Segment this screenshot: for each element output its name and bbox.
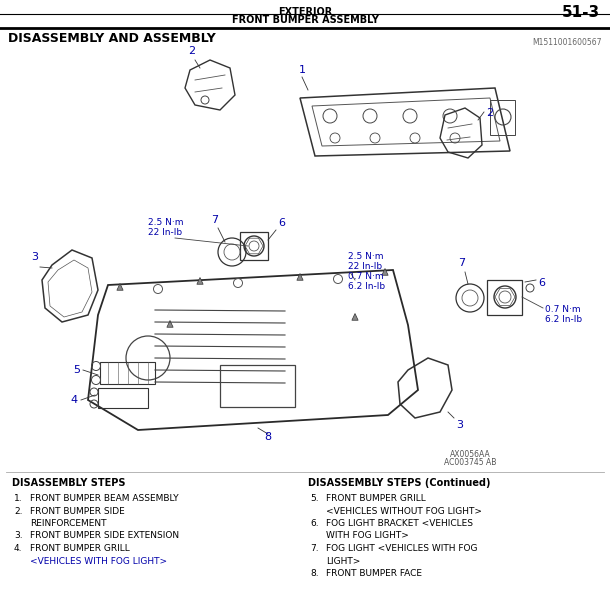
Text: 6.: 6. bbox=[310, 519, 318, 528]
Text: 5.: 5. bbox=[310, 494, 318, 503]
Polygon shape bbox=[117, 283, 123, 290]
Text: 8: 8 bbox=[265, 432, 271, 442]
Text: 51-3: 51-3 bbox=[562, 5, 600, 20]
Text: 7: 7 bbox=[459, 258, 465, 268]
Text: DISASSEMBLY STEPS: DISASSEMBLY STEPS bbox=[12, 478, 126, 488]
Text: 5: 5 bbox=[73, 365, 80, 375]
Text: 6.2 In-lb: 6.2 In-lb bbox=[545, 315, 582, 324]
Text: 8.: 8. bbox=[310, 569, 318, 578]
Text: 2.5 N·m: 2.5 N·m bbox=[148, 218, 184, 227]
Text: EXTERIOR: EXTERIOR bbox=[278, 7, 332, 17]
Text: 1: 1 bbox=[298, 65, 306, 75]
Text: 2.5 N·m: 2.5 N·m bbox=[348, 252, 384, 261]
Text: 7: 7 bbox=[212, 215, 218, 225]
Bar bbox=[490, 100, 515, 135]
Text: <VEHICLES WITH FOG LIGHT>: <VEHICLES WITH FOG LIGHT> bbox=[30, 556, 167, 565]
Text: DISASSEMBLY AND ASSEMBLY: DISASSEMBLY AND ASSEMBLY bbox=[8, 32, 216, 45]
Polygon shape bbox=[297, 274, 303, 280]
Text: 0.7 N·m: 0.7 N·m bbox=[545, 305, 581, 314]
Text: FRONT BUMPER ASSEMBLY: FRONT BUMPER ASSEMBLY bbox=[232, 15, 378, 25]
Text: 3: 3 bbox=[31, 252, 38, 262]
Text: DISASSEMBLY STEPS (Continued): DISASSEMBLY STEPS (Continued) bbox=[308, 478, 490, 488]
Bar bbox=[220, 365, 295, 407]
Text: 3.: 3. bbox=[14, 531, 23, 540]
Text: 3: 3 bbox=[456, 420, 463, 430]
Bar bbox=[487, 280, 522, 315]
Polygon shape bbox=[197, 277, 203, 284]
Text: 4.: 4. bbox=[14, 544, 23, 553]
Text: REINFORCEMENT: REINFORCEMENT bbox=[30, 519, 107, 528]
Text: 7.: 7. bbox=[310, 544, 318, 553]
Bar bbox=[240, 232, 268, 260]
Text: FRONT BUMPER FACE: FRONT BUMPER FACE bbox=[326, 569, 422, 578]
Text: 0.7 N·m: 0.7 N·m bbox=[348, 272, 384, 281]
Text: AX0056AA: AX0056AA bbox=[450, 450, 490, 459]
Text: FRONT BUMPER SIDE: FRONT BUMPER SIDE bbox=[30, 507, 125, 515]
Text: 6.2 In-lb: 6.2 In-lb bbox=[348, 282, 385, 291]
Text: FRONT BUMPER GRILL: FRONT BUMPER GRILL bbox=[326, 494, 426, 503]
Text: FOG LIGHT <VEHICLES WITH FOG: FOG LIGHT <VEHICLES WITH FOG bbox=[326, 544, 478, 553]
Polygon shape bbox=[167, 321, 173, 327]
Text: <VEHICLES WITHOUT FOG LIGHT>: <VEHICLES WITHOUT FOG LIGHT> bbox=[326, 507, 482, 515]
Text: M1511001600567: M1511001600567 bbox=[533, 38, 602, 47]
Text: 2: 2 bbox=[188, 46, 196, 56]
Bar bbox=[100, 362, 155, 384]
Text: 2.: 2. bbox=[14, 507, 23, 515]
Text: 1.: 1. bbox=[14, 494, 23, 503]
Text: FRONT BUMPER BEAM ASSEMBLY: FRONT BUMPER BEAM ASSEMBLY bbox=[30, 494, 179, 503]
Text: 6: 6 bbox=[278, 218, 285, 228]
Text: AC003745 AB: AC003745 AB bbox=[444, 458, 496, 467]
Text: FRONT BUMPER SIDE EXTENSION: FRONT BUMPER SIDE EXTENSION bbox=[30, 531, 179, 540]
Text: FOG LIGHT BRACKET <VEHICLES: FOG LIGHT BRACKET <VEHICLES bbox=[326, 519, 473, 528]
Polygon shape bbox=[352, 313, 358, 320]
Text: 2: 2 bbox=[486, 108, 493, 118]
Bar bbox=[98, 388, 148, 408]
Text: LIGHT>: LIGHT> bbox=[326, 556, 361, 565]
Polygon shape bbox=[382, 269, 388, 275]
Text: 22 In-lb: 22 In-lb bbox=[348, 262, 382, 271]
Text: 6: 6 bbox=[538, 278, 545, 288]
Text: WITH FOG LIGHT>: WITH FOG LIGHT> bbox=[326, 531, 409, 540]
Text: 4: 4 bbox=[71, 395, 78, 405]
Text: FRONT BUMPER GRILL: FRONT BUMPER GRILL bbox=[30, 544, 130, 553]
Text: 22 In-lb: 22 In-lb bbox=[148, 228, 182, 237]
